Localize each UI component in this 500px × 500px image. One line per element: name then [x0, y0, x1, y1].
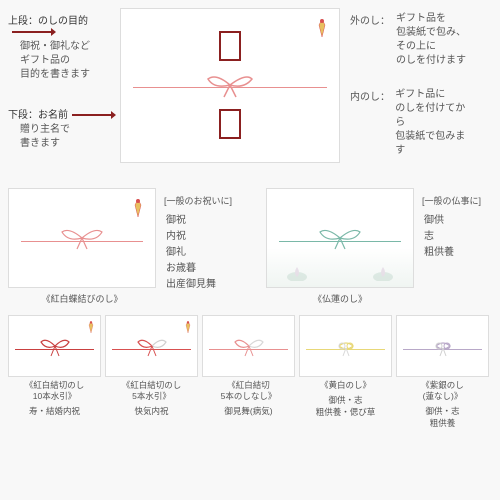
- variant-label: 《紅白結切のし10本水引》: [8, 380, 101, 402]
- noshi-ornament-icon: [317, 17, 327, 39]
- celebration-list: [一般のお祝いに] 御祝内祝御礼お歳暮出産御見舞: [164, 188, 232, 305]
- main-noshi-card: [120, 8, 340, 163]
- variant-card: 《紅白結切のし5本水引》 快気内祝: [105, 315, 198, 429]
- variant-usage: 御見舞(病気): [202, 405, 295, 417]
- right-annotations: 外のし： ギフト品を包装紙で包み、 その上にのしを付けます 内のし： ギフト品に…: [344, 8, 474, 178]
- lower-desc: 贈り主名で 書きます: [8, 123, 116, 151]
- top-diagram: 上段：のしの目的 御祝・御礼など ギフト品の 目的を書きます 下段：お名前 贈り…: [8, 8, 492, 178]
- outer-title: 外のし：: [350, 12, 396, 68]
- list-item: 内祝: [166, 229, 232, 245]
- chomusubi-label: 《紅白蝶結びのし》: [8, 292, 156, 305]
- variant-card: 《黄白のし》 御供・志粗供養・偲び草: [299, 315, 392, 429]
- left-annotations: 上段：のしの目的 御祝・御礼など ギフト品の 目的を書きます 下段：お名前 贈り…: [8, 8, 116, 178]
- inner-desc: ギフト品にのしを付けてから 包装紙で包みます: [395, 88, 474, 158]
- lotus-label: 《仏蓮のし》: [266, 292, 414, 305]
- lotus-card: 《仏蓮のし》: [266, 188, 414, 305]
- list-item: 出産御見舞: [166, 277, 232, 293]
- variant-usage: 寿・結婚内祝: [8, 405, 101, 417]
- variant-usage: 御供・志粗供養: [396, 405, 489, 429]
- outer-desc: ギフト品を包装紙で包み、 その上にのしを付けます: [396, 12, 466, 68]
- bottom-variants: 《紅白結切のし10本水引》 寿・結婚内祝 《紅白結切のし5本水引》 快気内祝 《…: [8, 315, 492, 429]
- middle-cards: 《紅白蝶結びのし》 [一般のお祝いに] 御祝内祝御礼お歳暮出産御見舞 《仏蓮のし…: [8, 188, 492, 305]
- noshi-ornament-icon: [88, 320, 94, 334]
- variant-usage: 御供・志粗供養・偲び草: [299, 394, 392, 418]
- upper-desc: 御祝・御礼など ギフト品の 目的を書きます: [8, 40, 116, 82]
- noshi-ornament-icon: [185, 320, 191, 334]
- list-item: 御供: [424, 213, 481, 229]
- variant-card: 《紫銀のし(蓮なし)》 御供・志粗供養: [396, 315, 489, 429]
- upper-title: 上段：のしの目的: [8, 12, 116, 38]
- lotus-icon: [285, 263, 309, 281]
- inner-title: 内のし：: [350, 88, 395, 158]
- variant-card: 《紅白結切5本のしなし》 御見舞(病気): [202, 315, 295, 429]
- list-item: 粗供養: [424, 245, 481, 261]
- lower-title: 下段：お名前: [8, 106, 116, 121]
- variant-label: 《紅白結切のし5本水引》: [105, 380, 198, 402]
- lotus-icon: [371, 263, 395, 281]
- variant-label: 《黄白のし》: [299, 380, 392, 391]
- buddhist-list: [一般の仏事に] 御供志粗供養: [422, 188, 481, 305]
- list-item: 御祝: [166, 213, 232, 229]
- variant-usage: 快気内祝: [105, 405, 198, 417]
- list-item: 御礼: [166, 245, 232, 261]
- list-item: 志: [424, 229, 481, 245]
- noshi-ornament-icon: [133, 197, 143, 219]
- purpose-box: [219, 31, 241, 61]
- list-item: お歳暮: [166, 261, 232, 277]
- chomusubi-card: 《紅白蝶結びのし》: [8, 188, 156, 305]
- mizuhiki-bow: [133, 77, 327, 101]
- name-box: [219, 109, 241, 139]
- variant-card: 《紅白結切のし10本水引》 寿・結婚内祝: [8, 315, 101, 429]
- variant-label: 《紅白結切5本のしなし》: [202, 380, 295, 402]
- variant-label: 《紫銀のし(蓮なし)》: [396, 380, 489, 402]
